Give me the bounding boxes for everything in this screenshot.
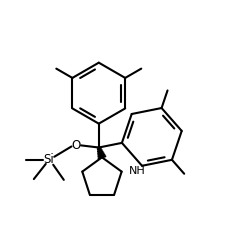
Text: Si: Si: [43, 153, 54, 166]
Text: O: O: [72, 139, 81, 152]
Text: NH: NH: [129, 166, 146, 175]
